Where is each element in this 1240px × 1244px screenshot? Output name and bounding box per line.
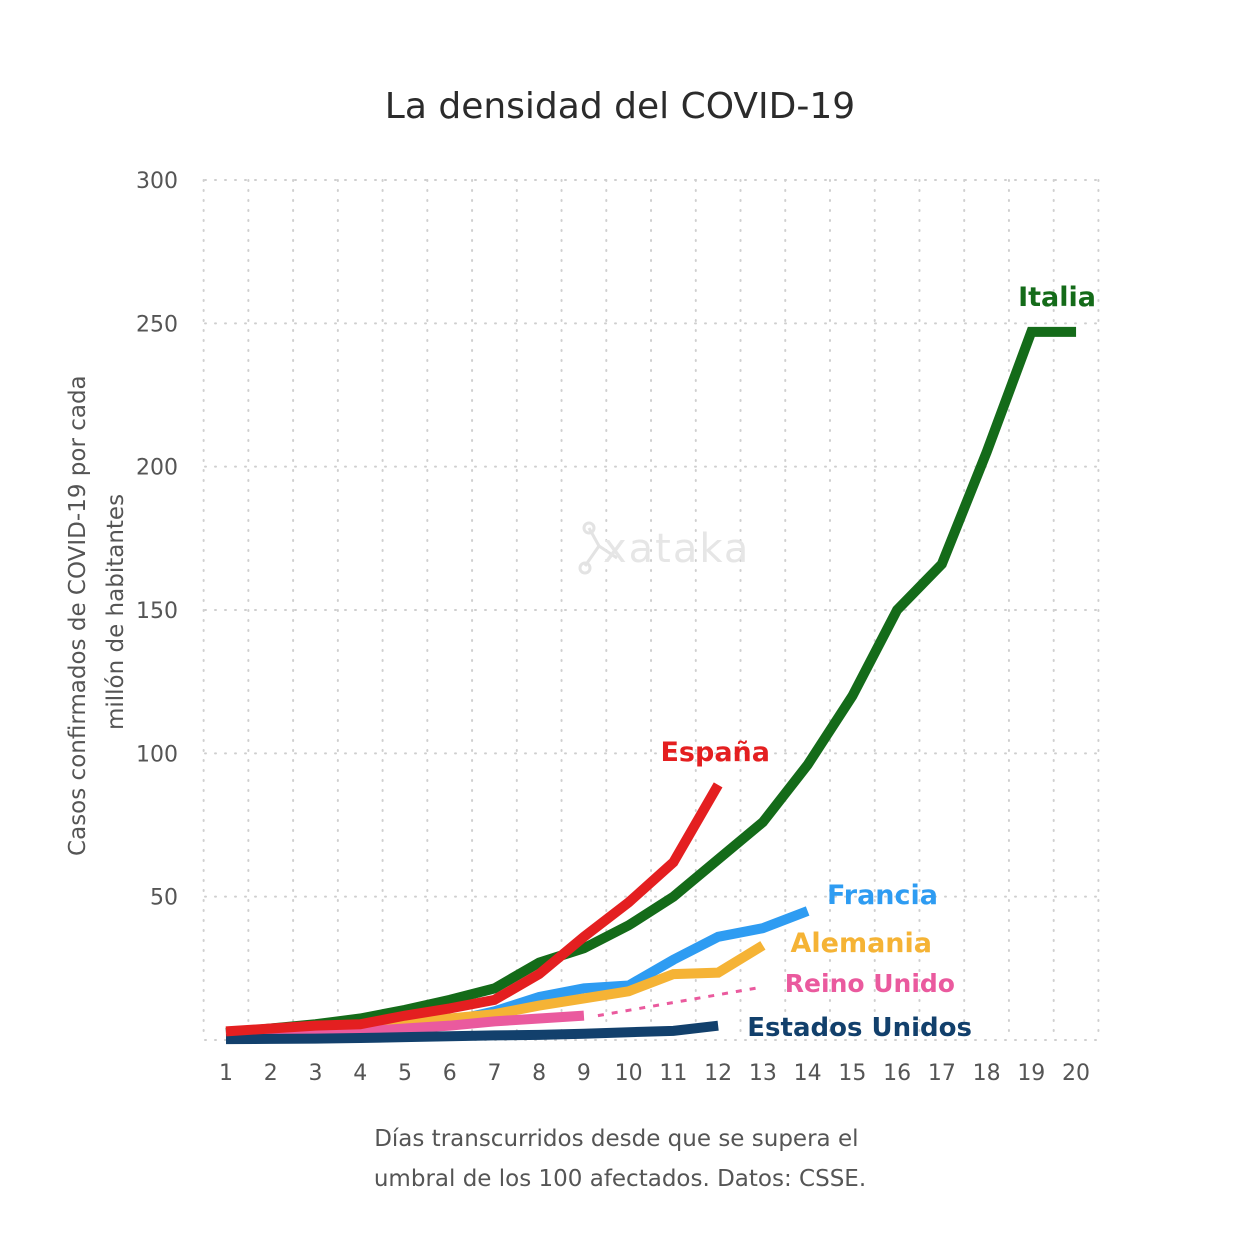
series-labels: Italia España Francia Alemania Reino Unido Es… bbox=[660, 282, 1096, 1043]
x-tick-label: 20 bbox=[1062, 1061, 1090, 1086]
series-label-españa: España bbox=[660, 737, 770, 768]
x-axis-label: Días transcurridos desde que se supera e… bbox=[374, 1126, 866, 1192]
x-tick-label: 14 bbox=[794, 1061, 822, 1086]
series-label-francia: Francia bbox=[827, 880, 938, 911]
y-axis-ticks: 50 100 150 200 250 300 bbox=[136, 169, 178, 911]
x-axis-label-line-2: umbral de los 100 afectados. Datos: CSSE… bbox=[374, 1166, 866, 1192]
series-line-italia bbox=[225, 326, 1077, 1038]
x-tick-label: 19 bbox=[1017, 1061, 1045, 1086]
y-tick-label: 100 bbox=[136, 742, 178, 767]
x-tick-label: 17 bbox=[928, 1061, 956, 1086]
y-tick-label: 50 bbox=[150, 886, 178, 911]
series-label-italia: Italia bbox=[1018, 282, 1096, 313]
x-tick-label: 13 bbox=[749, 1061, 777, 1086]
x-tick-label: 12 bbox=[704, 1061, 732, 1086]
x-tick-label: 6 bbox=[443, 1061, 457, 1086]
x-tick-label: 15 bbox=[838, 1061, 866, 1086]
series-label-estados-unidos: Estados Unidos bbox=[747, 1013, 972, 1043]
x-tick-label: 11 bbox=[659, 1061, 687, 1086]
x-tick-label: 1 bbox=[219, 1061, 233, 1086]
gridlines bbox=[202, 178, 1101, 1041]
x-tick-label: 16 bbox=[883, 1061, 911, 1086]
x-tick-label: 9 bbox=[577, 1061, 591, 1086]
series-lines bbox=[225, 326, 1077, 1045]
y-tick-label: 200 bbox=[136, 456, 178, 481]
x-tick-label: 2 bbox=[264, 1061, 278, 1086]
y-tick-label: 250 bbox=[136, 312, 178, 337]
chart-title: La densidad del COVID-19 bbox=[385, 86, 855, 127]
watermark-text: xataka bbox=[603, 526, 750, 572]
x-tick-label: 8 bbox=[532, 1061, 546, 1086]
x-tick-label: 10 bbox=[615, 1061, 643, 1086]
x-tick-label: 3 bbox=[308, 1061, 322, 1086]
x-tick-label: 18 bbox=[973, 1061, 1001, 1086]
y-tick-label: 300 bbox=[136, 169, 178, 194]
x-axis-label-line-1: Días transcurridos desde que se supera e… bbox=[374, 1126, 858, 1152]
watermark-logo: xataka bbox=[578, 521, 750, 575]
series-label-alemania: Alemania bbox=[790, 928, 932, 959]
y-axis-label-line-1: Casos confirmados de COVID-19 por cada bbox=[65, 375, 91, 856]
x-tick-label: 4 bbox=[353, 1061, 367, 1086]
y-axis-label: Casos confirmados de COVID-19 por cada m… bbox=[65, 368, 129, 856]
series-line-estados-unidos bbox=[225, 1020, 719, 1045]
y-tick-label: 150 bbox=[136, 599, 178, 624]
series-line-españa bbox=[225, 782, 723, 1037]
y-axis-label-line-2: millón de habitantes bbox=[103, 494, 129, 730]
x-tick-label: 5 bbox=[398, 1061, 412, 1086]
x-axis-ticks: 1 2 3 4 5 6 7 8 9 10 11 12 13 14 15 16 17 18 19 20 bbox=[219, 1061, 1090, 1086]
series-label-reino-unido: Reino Unido bbox=[785, 969, 955, 998]
x-tick-label: 7 bbox=[487, 1061, 501, 1086]
